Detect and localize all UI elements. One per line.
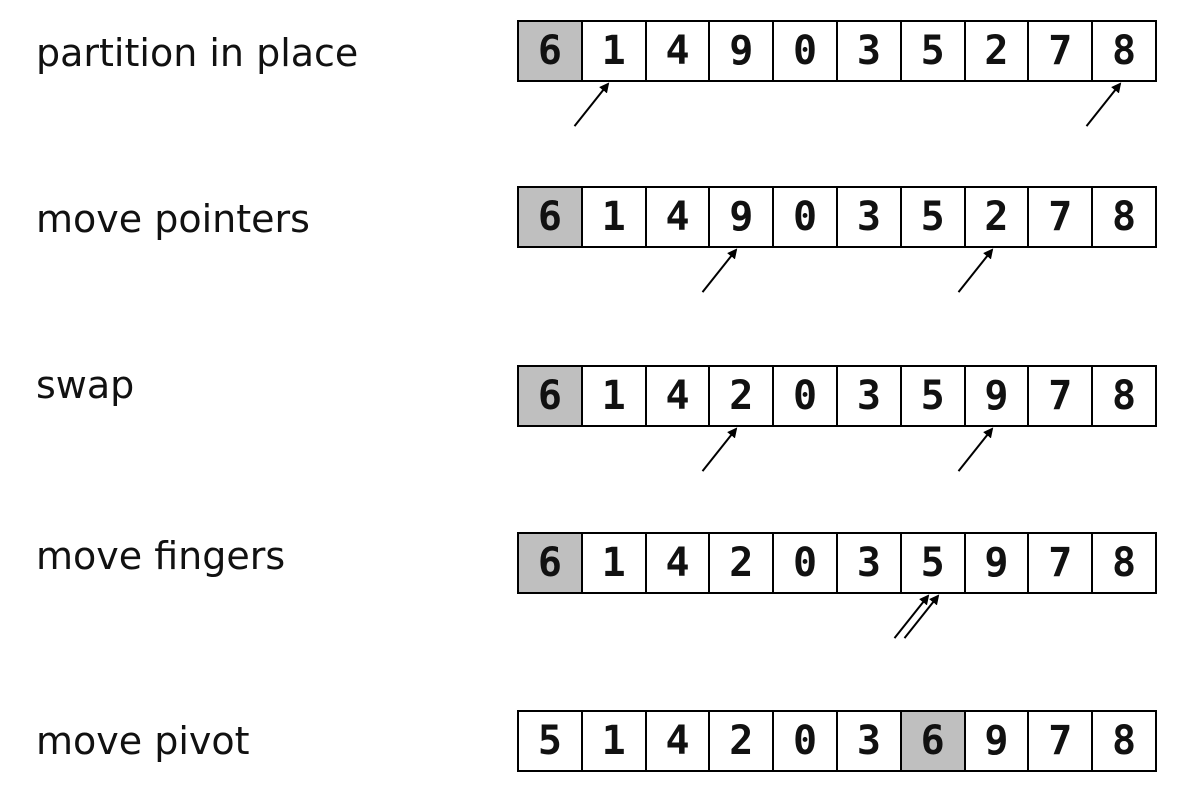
array-cell: 8 [1091, 22, 1155, 80]
array-cell: 3 [836, 22, 900, 80]
array-cell: 3 [836, 188, 900, 246]
pointer-arrow [959, 429, 993, 471]
array-cell: 0 [772, 712, 836, 770]
array-cell: 3 [836, 712, 900, 770]
pointer-arrow [703, 250, 737, 292]
array-cell: 0 [772, 22, 836, 80]
array-cell: 5 [900, 188, 964, 246]
array-cell: 7 [1027, 712, 1091, 770]
pointer-arrow [1087, 84, 1121, 126]
array-cell: 9 [964, 712, 1028, 770]
array-cell: 0 [772, 534, 836, 592]
step-label-move-fingers: move fingers [36, 537, 285, 575]
array-cell: 1 [581, 367, 645, 425]
array-cell: 7 [1027, 534, 1091, 592]
step-label-move-pivot: move pivot [36, 722, 250, 760]
array-row-move-pointers: 6 1 4 9 0 3 5 2 7 8 [517, 186, 1157, 248]
array-cell: 8 [1091, 534, 1155, 592]
array-row-move-pivot: 5 1 4 2 0 3 6 9 7 8 [517, 710, 1157, 772]
pivot-cell: 6 [519, 188, 581, 246]
array-cell: 0 [772, 367, 836, 425]
array-cell: 2 [964, 22, 1028, 80]
array-cell: 9 [708, 188, 772, 246]
array-cell: 8 [1091, 712, 1155, 770]
array-row-swap: 6 1 4 2 0 3 5 9 7 8 [517, 365, 1157, 427]
array-cell: 3 [836, 367, 900, 425]
step-label-partition-in-place: partition in place [36, 34, 358, 72]
pointer-arrow [959, 250, 993, 292]
pointer-arrow [575, 84, 609, 126]
array-cell: 4 [645, 712, 709, 770]
array-cell: 1 [581, 188, 645, 246]
array-cell: 4 [645, 367, 709, 425]
pointer-arrow [703, 429, 737, 471]
array-row-partition-in-place: 6 1 4 9 0 3 5 2 7 8 [517, 20, 1157, 82]
array-cell: 3 [836, 534, 900, 592]
array-cell: 1 [581, 22, 645, 80]
array-cell: 9 [964, 534, 1028, 592]
pivot-cell: 6 [519, 534, 581, 592]
array-cell: 1 [581, 712, 645, 770]
array-cell: 2 [708, 367, 772, 425]
pivot-cell: 6 [900, 712, 964, 770]
array-cell: 5 [900, 22, 964, 80]
array-cell: 8 [1091, 188, 1155, 246]
array-cell: 9 [708, 22, 772, 80]
array-cell: 5 [900, 367, 964, 425]
array-cell: 4 [645, 188, 709, 246]
step-label-move-pointers: move pointers [36, 200, 310, 238]
array-cell: 4 [645, 534, 709, 592]
array-cell: 4 [645, 22, 709, 80]
array-cell: 7 [1027, 22, 1091, 80]
array-cell: 2 [708, 712, 772, 770]
array-cell: 2 [708, 534, 772, 592]
array-cell: 5 [519, 712, 581, 770]
array-cell: 0 [772, 188, 836, 246]
pivot-cell: 6 [519, 367, 581, 425]
array-cell: 9 [964, 367, 1028, 425]
step-label-swap: swap [36, 366, 134, 404]
array-cell: 7 [1027, 188, 1091, 246]
pivot-cell: 6 [519, 22, 581, 80]
pointer-arrow [895, 596, 929, 638]
array-cell: 7 [1027, 367, 1091, 425]
array-row-move-fingers: 6 1 4 2 0 3 5 9 7 8 [517, 532, 1157, 594]
array-cell: 2 [964, 188, 1028, 246]
array-cell: 1 [581, 534, 645, 592]
pointer-arrow [905, 596, 939, 638]
array-cell: 8 [1091, 367, 1155, 425]
array-cell: 5 [900, 534, 964, 592]
